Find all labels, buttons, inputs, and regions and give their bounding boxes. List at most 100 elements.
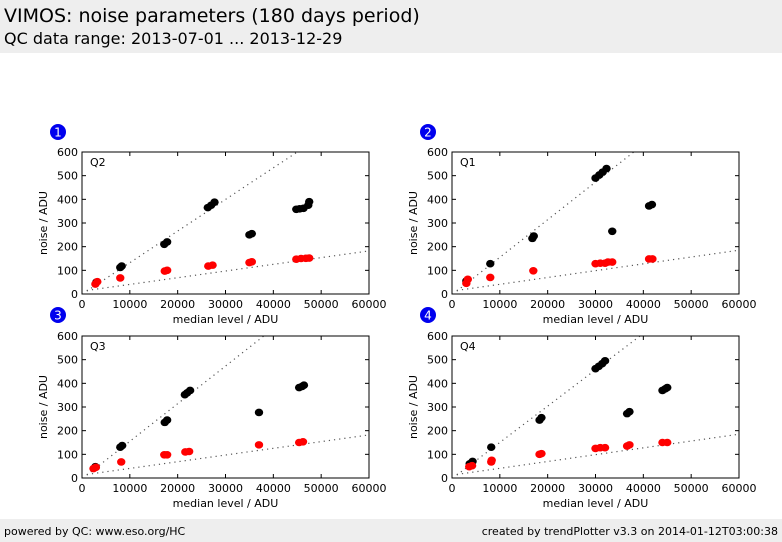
x-axis-label: median level / ADU [173, 313, 279, 326]
y-axis-label: noise / ADU [37, 191, 50, 255]
data-points [465, 357, 672, 471]
panel-number-badge [50, 124, 66, 140]
data-point-black [486, 259, 495, 268]
x-tick-label: 30000 [208, 298, 243, 311]
data-point-black [305, 197, 314, 206]
data-point-red [467, 461, 477, 470]
data-point-black [608, 227, 617, 236]
axes-frame [81, 151, 370, 295]
y-tick-label: 200 [57, 241, 78, 254]
page-title: VIMOS: noise parameters (180 days period… [4, 5, 420, 27]
panel-number-label: 3 [54, 309, 62, 323]
panel-1: 1 0 10000 20000 30000 40000 50000 60000 0 100 200 3… [37, 124, 387, 326]
fit-lines [86, 336, 369, 476]
x-tick-label: 30000 [578, 298, 613, 311]
y-tick-label: 200 [427, 425, 448, 438]
x-tick-label: 0 [449, 482, 456, 495]
x-tick-label: 20000 [530, 298, 565, 311]
y-tick-label: 0 [441, 288, 448, 301]
data-point-black [529, 232, 538, 240]
y-tick-label: 100 [57, 264, 78, 277]
axes-frame [81, 335, 370, 479]
x-tick-label: 40000 [256, 482, 291, 495]
x-tick-label: 60000 [722, 298, 757, 311]
data-point-black [117, 441, 127, 450]
x-tick-label: 50000 [674, 482, 709, 495]
x-tick-label: 50000 [674, 298, 709, 311]
data-point-black [117, 262, 126, 270]
y-axis-label: noise / ADU [407, 375, 420, 439]
quadrant-label: Q2 [90, 156, 106, 169]
fit-line-shallow [86, 250, 369, 292]
data-point-red [486, 273, 495, 282]
x-tick-label: 10000 [482, 482, 517, 495]
y-tick-label: 400 [57, 377, 78, 390]
panel-2: 2 0 10000 20000 30000 40000 50000 60000 0 100 200 3… [407, 124, 757, 326]
y-tick-label: 300 [57, 217, 78, 230]
fit-lines [456, 336, 739, 476]
data-point-black [185, 386, 195, 395]
data-point-black [254, 408, 264, 417]
y-tick-label: 0 [71, 472, 78, 485]
footer-powered-by: powered by QC: www.eso.org/HC [4, 525, 186, 538]
data-point-red [162, 266, 172, 275]
fit-lines [86, 152, 369, 292]
fit-line-shallow [456, 433, 739, 476]
y-tick-label: 500 [427, 354, 448, 367]
y-tick-label: 400 [427, 377, 448, 390]
data-point-black [162, 238, 172, 246]
y-tick-label: 500 [427, 170, 448, 183]
y-tick-label: 200 [427, 241, 448, 254]
data-point-red [537, 449, 546, 458]
x-tick-label: 20000 [530, 482, 565, 495]
data-point-red [663, 438, 672, 447]
y-tick-label: 600 [427, 330, 448, 343]
x-axis-label: median level / ADU [173, 497, 279, 510]
fit-line-steep [456, 336, 641, 476]
footer: powered by QC: www.eso.org/HC created by… [0, 519, 782, 542]
data-point-red [91, 463, 101, 472]
x-tick-label: 60000 [352, 482, 387, 495]
data-point-black [600, 357, 610, 365]
x-tick-label: 20000 [160, 298, 195, 311]
data-point-black [162, 416, 172, 424]
x-tick-label: 30000 [208, 482, 243, 495]
panel-4: 4 0 10000 20000 30000 40000 50000 60000 0 100 200 3… [407, 307, 757, 510]
data-point-black [210, 198, 219, 206]
data-point-black [537, 413, 546, 422]
x-axis-label: median level / ADU [543, 313, 649, 326]
data-point-red [247, 258, 257, 266]
panel-number-label: 4 [424, 309, 432, 323]
y-tick-label: 500 [57, 170, 78, 183]
y-tick-label: 500 [57, 354, 78, 367]
data-point-red [93, 277, 102, 286]
y-tick-label: 600 [57, 330, 78, 343]
y-tick-label: 100 [427, 448, 448, 461]
panel-number-badge [420, 124, 436, 140]
page-subtitle: QC data range: 2013-07-01 ... 2013-12-29 [4, 29, 343, 48]
fit-line-shallow [456, 249, 739, 292]
data-point-red [298, 437, 308, 446]
fit-line-steep [456, 152, 635, 292]
y-tick-label: 300 [57, 401, 78, 414]
y-tick-label: 300 [427, 401, 448, 414]
data-point-red [600, 443, 610, 452]
data-point-red [487, 456, 496, 465]
data-points [89, 381, 309, 473]
x-tick-label: 0 [79, 482, 86, 495]
x-tick-label: 50000 [304, 482, 339, 495]
plots-area: 10 10000 20000 30000 40000 50000 6000001002003… [37, 124, 757, 510]
x-tick-label: 0 [79, 298, 86, 311]
data-points [462, 164, 657, 288]
data-point-red [254, 441, 264, 449]
x-tick-label: 30000 [578, 482, 613, 495]
data-point-black [663, 383, 672, 392]
data-point-black [487, 443, 496, 452]
y-tick-label: 0 [441, 472, 448, 485]
data-point-black [602, 164, 611, 173]
data-point-red [625, 441, 634, 449]
data-point-black [247, 229, 257, 238]
data-point-red [162, 451, 172, 459]
x-tick-label: 10000 [112, 298, 147, 311]
panel-number-badge [50, 307, 66, 323]
